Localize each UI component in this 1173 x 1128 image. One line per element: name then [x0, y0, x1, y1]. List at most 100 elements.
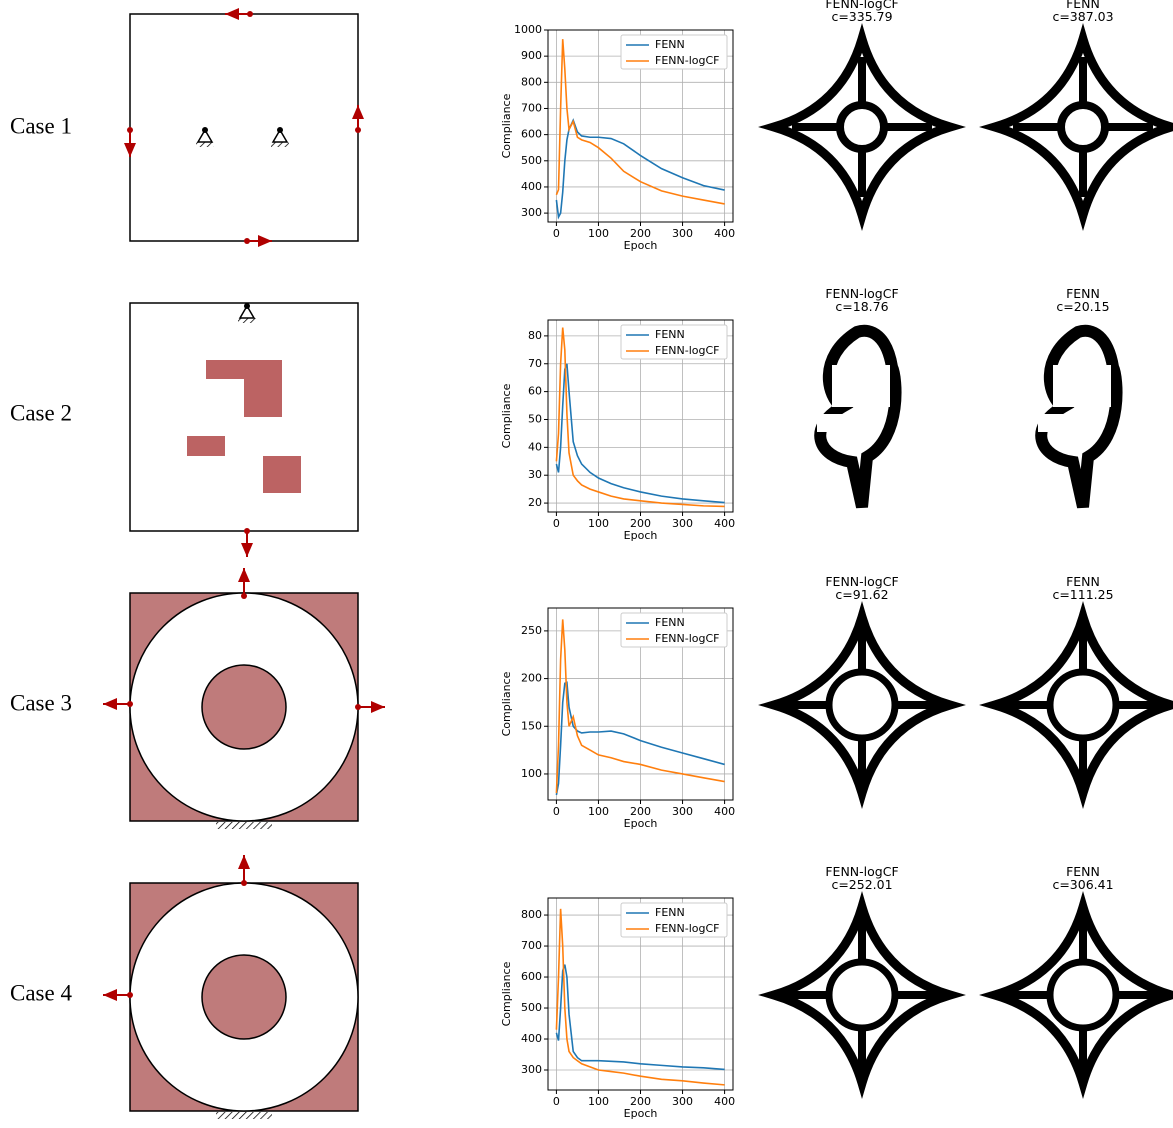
- case-3-diagram: [130, 593, 358, 829]
- y-tick-label: 100: [521, 767, 542, 780]
- y-tick-label: 400: [521, 180, 542, 193]
- case-label: Case 4: [10, 980, 72, 1005]
- y-tick-label: 300: [521, 206, 542, 219]
- design-hole: [840, 105, 884, 149]
- design-image: [774, 907, 950, 1083]
- y-tick-label: 60: [528, 385, 542, 398]
- y-tick-label: 250: [521, 624, 542, 637]
- y-tick-label: 900: [521, 49, 542, 62]
- y-tick-label: 800: [521, 75, 542, 88]
- y-tick-label: 40: [528, 440, 542, 453]
- y-tick-label: 50: [528, 412, 542, 425]
- arrow-head: [103, 698, 117, 710]
- x-tick-label: 400: [714, 805, 735, 818]
- x-tick-label: 100: [588, 805, 609, 818]
- load-point: [247, 11, 253, 17]
- x-tick-label: 300: [672, 227, 693, 240]
- x-tick-label: 300: [672, 1095, 693, 1108]
- y-tick-label: 500: [521, 154, 542, 167]
- void: [1053, 365, 1111, 407]
- x-axis-label: Epoch: [624, 239, 658, 252]
- case-1-diagram: [130, 14, 358, 241]
- design-image: [995, 907, 1171, 1083]
- design-subtitle: c=111.25: [1052, 587, 1113, 602]
- design-image: [774, 617, 950, 793]
- x-axis-label: Epoch: [624, 817, 658, 830]
- design-subtitle: c=306.41: [1052, 877, 1113, 892]
- legend-label: FENN: [655, 616, 685, 629]
- legend-label: FENN-logCF: [655, 632, 719, 645]
- case-label: Case 3: [10, 690, 72, 715]
- arrow-head: [241, 543, 253, 557]
- load-point: [127, 127, 133, 133]
- load-point: [127, 701, 133, 707]
- load-point: [355, 127, 361, 133]
- design-subtitle: c=252.01: [831, 877, 892, 892]
- load-point: [244, 528, 250, 534]
- x-tick-label: 0: [553, 227, 560, 240]
- y-tick-label: 300: [521, 1063, 542, 1076]
- legend-label: FENN-logCF: [655, 922, 719, 935]
- y-axis-label: Compliance: [500, 961, 513, 1026]
- x-axis-label: Epoch: [624, 529, 658, 542]
- legend-label: FENN-logCF: [655, 344, 719, 357]
- design-hole: [1050, 962, 1116, 1028]
- y-tick-label: 80: [528, 329, 542, 342]
- void: [817, 414, 847, 432]
- design-image: [817, 331, 896, 507]
- x-tick-label: 400: [714, 517, 735, 530]
- x-tick-label: 100: [588, 517, 609, 530]
- y-tick-label: 20: [528, 496, 542, 509]
- design-subtitle: c=335.79: [831, 9, 892, 24]
- y-tick-label: 600: [521, 128, 542, 141]
- x-tick-label: 300: [672, 805, 693, 818]
- design-hole: [1050, 672, 1116, 738]
- design-image: [774, 39, 950, 215]
- x-tick-label: 400: [714, 227, 735, 240]
- y-axis-label: Compliance: [500, 93, 513, 158]
- arrow-head: [238, 568, 250, 582]
- x-tick-label: 400: [714, 1095, 735, 1108]
- x-tick-label: 100: [588, 227, 609, 240]
- design-subtitle: c=18.76: [835, 299, 888, 314]
- y-tick-label: 700: [521, 939, 542, 952]
- x-tick-label: 0: [553, 517, 560, 530]
- design-subtitle: c=387.03: [1052, 9, 1113, 24]
- y-tick-label: 70: [528, 357, 542, 370]
- load-point: [241, 593, 247, 599]
- x-axis-label: Epoch: [624, 1107, 658, 1120]
- load-point: [241, 880, 247, 886]
- load-point: [355, 704, 361, 710]
- arrow-head: [103, 989, 117, 1001]
- y-tick-label: 150: [521, 719, 542, 732]
- support-hatch: [271, 142, 289, 147]
- case-2-diagram: [130, 303, 358, 531]
- case-4-diagram: [130, 883, 358, 1119]
- x-tick-label: 100: [588, 1095, 609, 1108]
- y-tick-label: 30: [528, 468, 542, 481]
- y-tick-label: 500: [521, 1001, 542, 1014]
- design-image: [1038, 331, 1117, 507]
- support-hatch: [196, 142, 214, 147]
- arrow-head: [371, 701, 385, 713]
- y-axis-label: Compliance: [500, 383, 513, 448]
- load-point: [127, 992, 133, 998]
- y-tick-label: 600: [521, 970, 542, 983]
- y-tick-label: 400: [521, 1032, 542, 1045]
- design-hole: [1061, 105, 1105, 149]
- design-subtitle: c=91.62: [835, 587, 888, 602]
- design-subtitle: c=20.15: [1056, 299, 1109, 314]
- void: [1038, 414, 1068, 432]
- design-image: [995, 39, 1171, 215]
- void: [832, 365, 890, 407]
- legend-label: FENN: [655, 906, 685, 919]
- legend-label: FENN-logCF: [655, 54, 719, 67]
- y-axis-label: Compliance: [500, 671, 513, 736]
- design-hole: [829, 962, 895, 1028]
- y-tick-label: 200: [521, 672, 542, 685]
- y-tick-label: 700: [521, 101, 542, 114]
- design-image: [995, 617, 1171, 793]
- y-tick-label: 800: [521, 908, 542, 921]
- page: {"cases": [ {"label": "Case 1", "designs…: [0, 0, 1173, 1128]
- arrow-head: [238, 855, 250, 869]
